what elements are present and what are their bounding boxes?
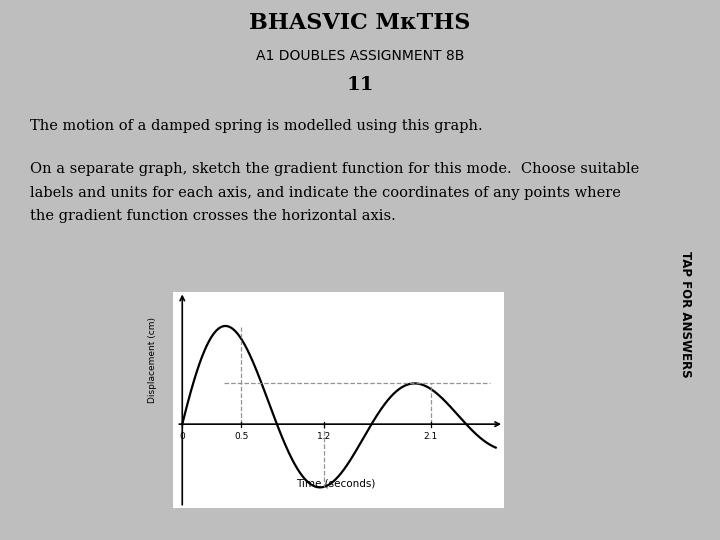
Text: 11: 11 <box>346 76 374 94</box>
Text: 2.1: 2.1 <box>423 431 438 441</box>
Text: TAP FOR ANSWERS: TAP FOR ANSWERS <box>679 251 693 378</box>
Text: BHASVIC MκTHS: BHASVIC MκTHS <box>249 12 471 34</box>
Text: A1 DOUBLES ASSIGNMENT 8B: A1 DOUBLES ASSIGNMENT 8B <box>256 49 464 63</box>
Text: labels and units for each axis, and indicate the coordinates of any points where: labels and units for each axis, and indi… <box>30 186 621 200</box>
Text: The motion of a damped spring is modelled using this graph.: The motion of a damped spring is modelle… <box>30 119 483 133</box>
Text: 0: 0 <box>179 431 185 441</box>
Text: On a separate graph, sketch the gradient function for this mode.  Choose suitabl: On a separate graph, sketch the gradient… <box>30 162 639 176</box>
Text: the gradient function crosses the horizontal axis.: the gradient function crosses the horizo… <box>30 210 396 224</box>
Text: 1.2: 1.2 <box>317 431 331 441</box>
Text: Displacement (cm): Displacement (cm) <box>148 318 157 403</box>
Text: 0.5: 0.5 <box>234 431 248 441</box>
Text: Time (seconds): Time (seconds) <box>297 478 376 488</box>
